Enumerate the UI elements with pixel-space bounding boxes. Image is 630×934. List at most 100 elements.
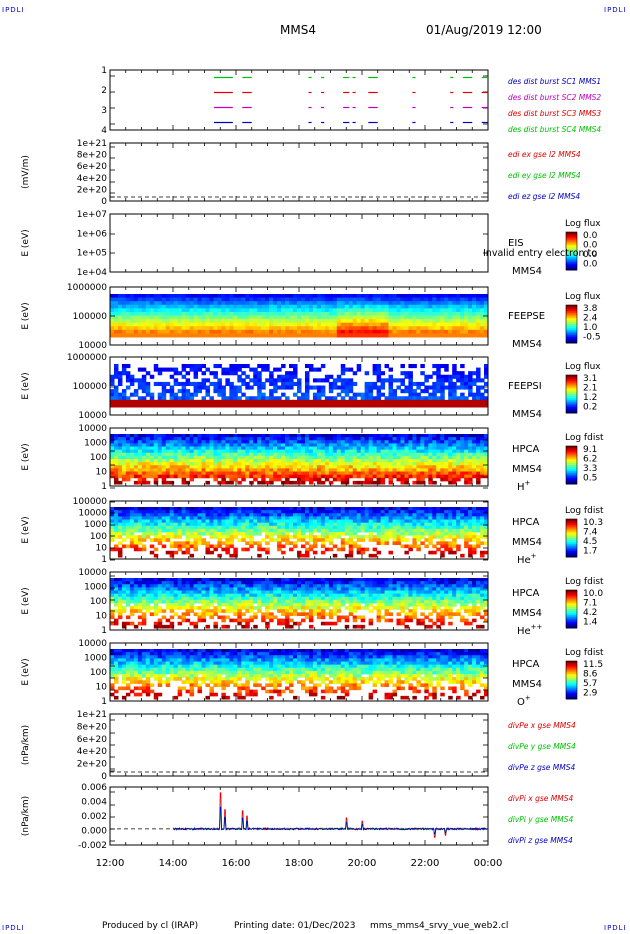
heatmap-cell: [265, 434, 270, 438]
heatmap-cell: [448, 474, 453, 479]
heatmap-cell: [468, 374, 473, 379]
heatmap-cell: [145, 474, 151, 479]
heatmap-cell: [420, 510, 425, 514]
heatmap-cell: [324, 507, 330, 511]
heatmap-cell: [161, 513, 167, 517]
heatmap-cell: [356, 294, 362, 299]
heatmap-cell: [480, 449, 485, 454]
heatmap-cell: [328, 437, 334, 441]
heatmap-cell: [269, 311, 274, 316]
heatmap-cell: [444, 319, 449, 324]
y-tick-label: 4e+20: [77, 174, 108, 184]
heatmap-cell: [336, 459, 342, 463]
heatmap-cell: [384, 311, 390, 316]
heatmap-cell: [249, 446, 254, 451]
heatmap-cell: [468, 519, 473, 524]
heatmap-cell: [229, 538, 234, 542]
heatmap-cell: [388, 301, 394, 306]
heatmap-cell: [133, 519, 139, 524]
heatmap-cell: [312, 437, 318, 441]
heatmap-cell: [145, 528, 151, 533]
heatmap-cell: [121, 449, 127, 454]
heatmap-cell: [336, 510, 342, 514]
heatmap-cell: [368, 304, 374, 309]
heatmap-cell: [157, 538, 163, 542]
heatmap-cell: [197, 535, 203, 539]
heatmap-cell: [121, 304, 127, 309]
heatmap-cell: [380, 326, 386, 331]
heatmap-cell: [133, 399, 139, 404]
heatmap-cell: [261, 538, 266, 542]
heatmap-cell: [245, 471, 250, 476]
panel-frame: [109, 69, 489, 131]
heatmap-cell: [348, 532, 354, 536]
heatmap-cell: [484, 304, 489, 309]
heatmap-cell: [285, 371, 290, 376]
heatmap-cell: [464, 434, 469, 438]
heatmap-cell: [161, 522, 167, 527]
heatmap-cell: [237, 364, 242, 369]
heatmap-cell: [209, 471, 214, 476]
heatmap-cell: [125, 434, 131, 438]
heatmap-cell: [257, 510, 262, 514]
heatmap-cell: [440, 297, 445, 302]
heatmap-cell: [328, 322, 334, 327]
heatmap-cell: [388, 522, 394, 527]
heatmap-cell: [137, 385, 143, 390]
heatmap-cell: [273, 434, 278, 438]
heatmap-cell: [340, 516, 346, 520]
heatmap-cell: [384, 443, 390, 447]
heatmap-cell: [257, 403, 262, 408]
heatmap-cell: [384, 446, 390, 451]
heatmap-cell: [137, 297, 143, 302]
heatmap-cell: [129, 446, 135, 451]
heatmap-cell: [336, 519, 342, 524]
heatmap-cell: [348, 522, 354, 527]
heatmap-cell: [157, 311, 163, 316]
heatmap-cell: [205, 510, 210, 514]
heatmap-cell: [233, 446, 238, 451]
heatmap-cell: [253, 403, 258, 408]
heatmap-cell: [249, 455, 254, 460]
heatmap-cell: [300, 525, 306, 530]
heatmap-cell: [237, 443, 242, 447]
heatmap-cell: [440, 301, 445, 306]
heatmap-cell: [113, 304, 119, 309]
colorbar-title: Log flux: [565, 292, 601, 302]
heatmap-cell: [412, 462, 417, 466]
heatmap-cell: [257, 440, 262, 444]
heatmap-cell: [308, 326, 314, 331]
heatmap-cell: [121, 319, 127, 324]
heatmap-cell: [201, 434, 206, 438]
heatmap-cell: [213, 381, 218, 386]
heatmap-cell: [137, 480, 143, 485]
heatmap-cell: [308, 301, 314, 306]
heatmap-cell: [145, 392, 151, 397]
heatmap-cell: [281, 459, 286, 463]
heatmap-cell: [416, 516, 421, 520]
heatmap-cell: [328, 301, 334, 306]
heatmap-cell: [289, 319, 294, 324]
heatmap-cell: [356, 434, 362, 438]
heatmap-cell: [324, 440, 330, 444]
heatmap-cell: [113, 455, 119, 460]
heatmap-cell: [129, 443, 135, 447]
heatmap-cell: [328, 333, 334, 338]
heatmap-cell: [141, 535, 147, 539]
heatmap-cell: [472, 547, 477, 552]
heatmap-cell: [436, 446, 441, 451]
heatmap-cell: [145, 322, 151, 327]
heatmap-cell: [400, 477, 405, 482]
y-tick-label: 100000: [73, 382, 108, 392]
heatmap-cell: [440, 392, 445, 397]
heatmap-cell: [249, 522, 254, 527]
heatmap-cell: [360, 468, 366, 472]
heatmap-cell: [117, 294, 123, 299]
heatmap-cell: [209, 311, 214, 316]
heatmap-cell: [396, 304, 401, 309]
colorbar-cell: [566, 310, 577, 314]
heatmap-cell: [165, 437, 171, 441]
heatmap-cell: [161, 465, 167, 469]
heatmap-cell: [189, 477, 195, 482]
heatmap-cell: [249, 329, 254, 334]
